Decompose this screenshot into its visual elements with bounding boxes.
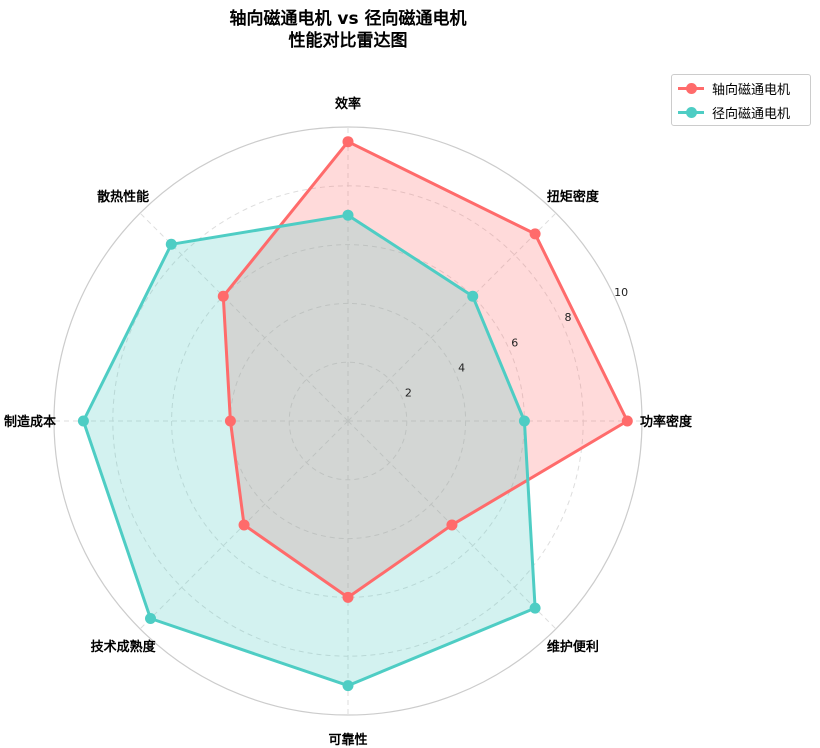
r-tick-label: 2 [405, 386, 412, 399]
data-point [165, 238, 177, 250]
legend-label: 轴向磁通电机 [712, 82, 791, 98]
grid-circle [53, 126, 643, 716]
axis-label: 扭矩密度 [547, 189, 600, 205]
data-point [77, 415, 89, 427]
data-point [529, 228, 541, 240]
data-point [467, 290, 479, 302]
data-point [145, 612, 157, 624]
data-point [217, 290, 229, 302]
series-fill-1 [83, 215, 536, 686]
data-point [529, 602, 541, 614]
legend: 轴向磁通电机 径向磁通电机 [671, 74, 811, 126]
grid-spoke [347, 212, 557, 422]
r-tick-label: 8 [564, 311, 571, 324]
legend-swatch [678, 106, 704, 118]
r-tick-label: 10 [614, 286, 628, 299]
data-point [342, 591, 354, 603]
axis-label: 技术成熟度 [91, 639, 157, 655]
data-point [342, 136, 354, 148]
axis-label: 散热性能 [97, 189, 149, 205]
axis-label: 维护便利 [547, 639, 599, 655]
chart-title: 轴向磁通电机 vs 径向磁通电机 [229, 8, 466, 29]
data-point [518, 415, 530, 427]
legend-swatch [678, 82, 704, 94]
axis-label: 功率密度 [640, 414, 693, 430]
series-fill-0 [223, 141, 628, 598]
r-tick-label: 4 [458, 361, 465, 374]
axis-label: 效率 [335, 96, 361, 112]
data-point [446, 519, 458, 531]
legend-item-axial: 轴向磁通电机 [672, 77, 810, 99]
data-point [224, 415, 236, 427]
legend-item-radial: 径向磁通电机 [672, 101, 810, 123]
data-point [238, 519, 250, 531]
data-point [342, 680, 354, 692]
data-point [621, 415, 633, 427]
axis-label: 可靠性 [328, 732, 367, 748]
chart-subtitle: 性能对比雷达图 [289, 30, 408, 51]
r-tick-label: 6 [511, 336, 518, 349]
legend-label: 径向磁通电机 [712, 106, 791, 122]
axis-label: 制造成本 [4, 414, 56, 430]
data-point [342, 209, 354, 221]
